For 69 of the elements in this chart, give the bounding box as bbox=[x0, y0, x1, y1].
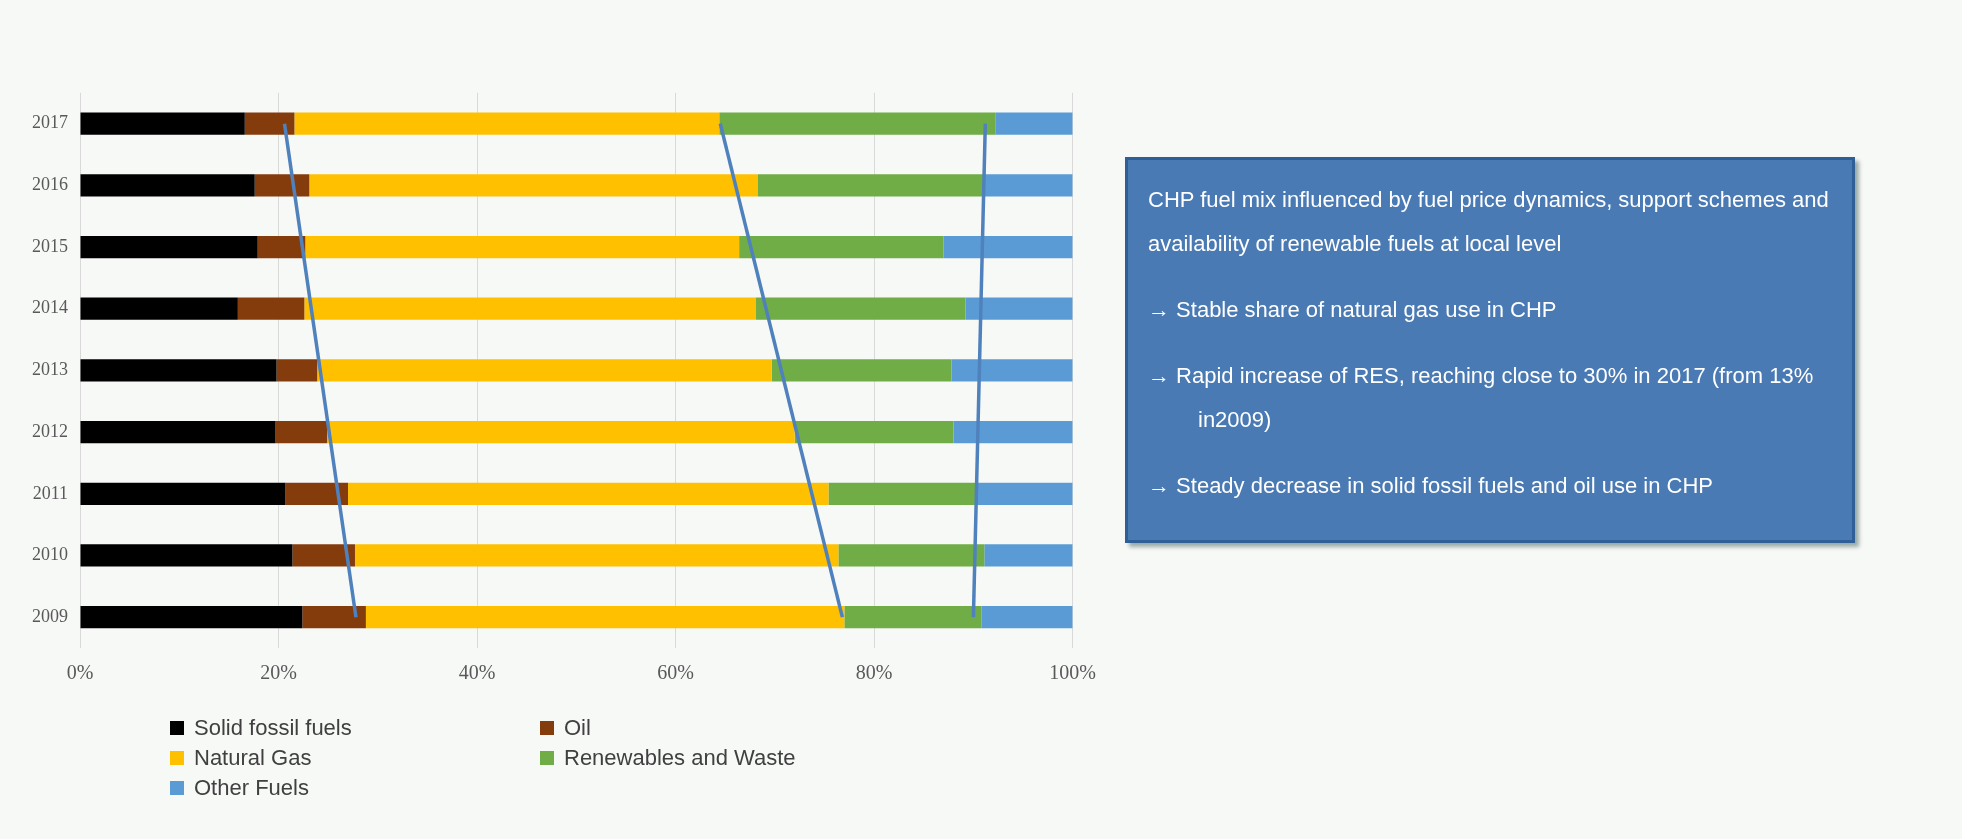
y-tick-label: 2016 bbox=[32, 174, 68, 195]
bar bbox=[995, 112, 1073, 135]
bar bbox=[828, 482, 976, 505]
bar bbox=[794, 420, 954, 444]
bar bbox=[984, 544, 1073, 567]
bar bbox=[348, 482, 829, 505]
bar bbox=[756, 297, 966, 320]
x-tick-label: 60% bbox=[657, 661, 694, 684]
bar bbox=[302, 606, 366, 629]
bar bbox=[309, 174, 758, 197]
bar bbox=[254, 174, 310, 197]
bar bbox=[975, 482, 1073, 505]
bar bbox=[292, 544, 355, 567]
bar bbox=[844, 606, 982, 629]
bar bbox=[80, 112, 245, 135]
y-tick-label: 2012 bbox=[32, 420, 68, 441]
bar bbox=[275, 420, 328, 444]
y-tick-label: 2011 bbox=[32, 482, 68, 503]
bar bbox=[257, 235, 306, 259]
bar bbox=[739, 235, 944, 259]
y-tick-label: 2014 bbox=[32, 297, 68, 318]
x-tick-label: 20% bbox=[260, 661, 297, 684]
bar bbox=[943, 235, 1073, 259]
bar bbox=[953, 420, 1073, 444]
y-tick-label: 2010 bbox=[32, 544, 68, 565]
legend-label: Solid fossil fuels bbox=[193, 715, 353, 741]
text: → Stable share of natural gas use in CHP bbox=[1148, 296, 1558, 324]
bar bbox=[304, 297, 757, 320]
bar bbox=[965, 297, 1073, 320]
bar bbox=[285, 482, 349, 505]
bar bbox=[294, 112, 720, 135]
bar bbox=[757, 174, 984, 197]
legend-label: Natural Gas bbox=[193, 745, 313, 771]
x-tick-label: 0% bbox=[66, 661, 94, 684]
text: → Rapid increase of RES, reaching close to 30% in 2017 (from 13% in2009) bbox=[1148, 362, 1815, 434]
x-tick-label: 80% bbox=[855, 661, 893, 684]
bar bbox=[80, 174, 255, 197]
bar bbox=[951, 359, 1073, 382]
legend-label: Renewables and Waste bbox=[563, 745, 797, 771]
bar bbox=[244, 112, 295, 135]
bar bbox=[838, 544, 985, 567]
bar bbox=[327, 420, 795, 444]
bar bbox=[80, 544, 293, 567]
bar bbox=[237, 297, 305, 320]
bar bbox=[80, 606, 303, 629]
bar bbox=[80, 420, 276, 444]
bar bbox=[317, 359, 772, 382]
legend-label: Other Fuels bbox=[193, 775, 310, 801]
y-tick-label: 2013 bbox=[32, 359, 68, 380]
legend-label: Oil bbox=[563, 715, 592, 741]
bar bbox=[354, 544, 839, 567]
text: → Steady decrease in solid fossil fuels and oil use in CHP bbox=[1148, 472, 1714, 500]
bar bbox=[771, 359, 952, 382]
x-tick-label: 100% bbox=[1049, 661, 1097, 684]
bar bbox=[719, 112, 996, 135]
bar bbox=[80, 482, 286, 505]
bar bbox=[981, 606, 1073, 629]
y-tick-label: 2017 bbox=[32, 112, 68, 133]
y-tick-label: 2015 bbox=[32, 235, 68, 256]
bar bbox=[276, 359, 318, 382]
y-tick-label: 2009 bbox=[32, 605, 68, 626]
bar bbox=[983, 174, 1073, 197]
bar bbox=[80, 235, 258, 259]
bar bbox=[365, 606, 845, 629]
x-tick-label: 40% bbox=[458, 661, 496, 684]
bar bbox=[305, 235, 740, 259]
bar bbox=[80, 359, 277, 382]
text: CHP fuel mix influenced by fuel price dynamics, support schemes and availability of renewable fuels at local level bbox=[1148, 186, 1830, 258]
bar bbox=[80, 297, 238, 320]
